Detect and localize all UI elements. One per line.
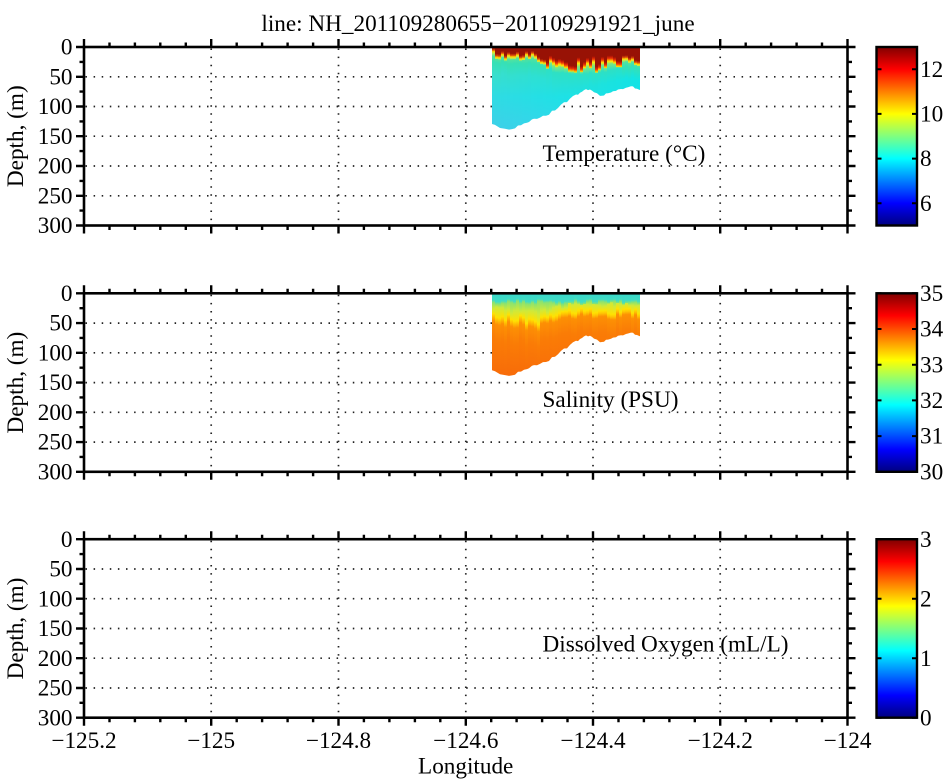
svg-text:250: 250 (38, 430, 73, 456)
svg-text:34: 34 (920, 317, 944, 343)
svg-text:200: 200 (38, 646, 73, 672)
svg-text:10: 10 (920, 102, 943, 128)
svg-text:0: 0 (61, 281, 73, 307)
svg-text:50: 50 (49, 557, 72, 583)
svg-text:0: 0 (61, 527, 73, 553)
svg-text:31: 31 (920, 424, 943, 450)
svg-text:300: 300 (38, 459, 73, 485)
svg-text:50: 50 (49, 311, 72, 337)
svg-text:12: 12 (920, 57, 943, 83)
svg-text:1: 1 (920, 646, 932, 672)
svg-text:100: 100 (38, 586, 73, 612)
svg-text:100: 100 (38, 340, 73, 366)
svg-text:250: 250 (38, 676, 73, 702)
svg-text:300: 300 (38, 213, 73, 239)
svg-text:−125.2: −125.2 (51, 728, 116, 754)
svg-text:50: 50 (49, 64, 72, 90)
svg-text:35: 35 (920, 281, 943, 307)
svg-text:150: 150 (38, 124, 73, 150)
svg-text:200: 200 (38, 400, 73, 426)
svg-text:−124.2: −124.2 (688, 728, 753, 754)
svg-text:33: 33 (920, 352, 943, 378)
svg-text:150: 150 (38, 616, 73, 642)
svg-text:30: 30 (920, 459, 943, 485)
svg-text:Dissolved Oxygen (mL/L): Dissolved Oxygen (mL/L) (543, 632, 789, 658)
svg-text:Temperature (°C): Temperature (°C) (543, 141, 706, 167)
svg-text:−124.8: −124.8 (306, 728, 371, 754)
svg-text:150: 150 (38, 370, 73, 396)
svg-text:−125: −125 (187, 728, 235, 754)
svg-text:−124: −124 (824, 728, 872, 754)
svg-text:6: 6 (920, 191, 932, 217)
svg-text:0: 0 (920, 705, 932, 731)
svg-text:100: 100 (38, 94, 73, 120)
svg-text:8: 8 (920, 146, 932, 172)
svg-text:Depth, (m): Depth, (m) (3, 85, 29, 187)
svg-text:Depth, (m): Depth, (m) (3, 578, 29, 680)
svg-text:32: 32 (920, 388, 943, 414)
svg-text:200: 200 (38, 154, 73, 180)
svg-text:3: 3 (920, 527, 932, 553)
svg-text:Depth, (m): Depth, (m) (3, 332, 29, 434)
svg-text:Longitude: Longitude (418, 754, 513, 780)
svg-text:2: 2 (920, 586, 932, 612)
svg-text:0: 0 (61, 35, 73, 61)
svg-text:300: 300 (38, 705, 73, 731)
svg-text:250: 250 (38, 183, 73, 209)
svg-text:Salinity (PSU): Salinity (PSU) (543, 387, 679, 413)
svg-text:−124.6: −124.6 (433, 728, 498, 754)
svg-text:−124.4: −124.4 (560, 728, 626, 754)
svg-text:line: NH_201109280655−20110929: line: NH_201109280655−201109291921_june (261, 11, 694, 37)
